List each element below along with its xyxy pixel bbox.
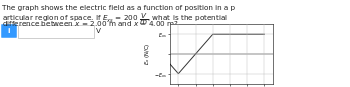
Text: i: i: [8, 28, 10, 34]
Text: The graph shows the electric field as a function of position in a p: The graph shows the electric field as a …: [2, 5, 235, 11]
Text: articular region of space. If $E_{xs}$ = 200 $\dfrac{V}{m}$, what is the potenti: articular region of space. If $E_{xs}$ =…: [2, 12, 228, 27]
Y-axis label: $E_x$ (N/C): $E_x$ (N/C): [143, 43, 152, 65]
FancyBboxPatch shape: [18, 25, 93, 37]
FancyBboxPatch shape: [1, 25, 16, 37]
Text: difference between $x$ = 2.00 m and $x$ = 4.00 m?: difference between $x$ = 2.00 m and $x$ …: [2, 19, 179, 28]
Text: V: V: [96, 28, 101, 34]
